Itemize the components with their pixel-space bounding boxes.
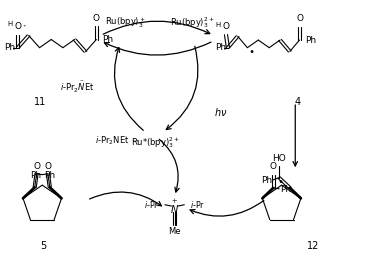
Text: Ph: Ph (280, 185, 291, 194)
Text: Ru(bpy)$_3^{2+}$: Ru(bpy)$_3^{2+}$ (170, 15, 214, 30)
Text: HO: HO (272, 154, 286, 163)
Text: O: O (14, 22, 21, 31)
Text: Ph: Ph (4, 43, 16, 52)
Text: Ru(bpy)$_3^+$: Ru(bpy)$_3^+$ (105, 16, 146, 30)
Text: H: H (216, 22, 221, 28)
Text: Ph: Ph (30, 171, 41, 180)
Text: $\bullet$: $\bullet$ (277, 175, 283, 185)
Text: 11: 11 (34, 97, 46, 107)
Text: O: O (296, 14, 303, 23)
Text: $i$-Pr$_2\ddot{N}$Et: $i$-Pr$_2\ddot{N}$Et (60, 79, 94, 95)
Text: Ph: Ph (305, 35, 316, 45)
Text: Ru*(bpy)$_3^{2+}$: Ru*(bpy)$_3^{2+}$ (131, 135, 180, 150)
Text: O: O (33, 161, 40, 170)
Text: $i$-Pr: $i$-Pr (144, 199, 159, 210)
Text: O: O (44, 161, 51, 170)
Text: Ph: Ph (261, 176, 272, 185)
Text: $i$-Pr$_2$NEt: $i$-Pr$_2$NEt (95, 135, 130, 147)
Text: $\bullet$: $\bullet$ (248, 45, 254, 55)
Text: $i$-Pr: $i$-Pr (190, 199, 205, 210)
Text: O: O (223, 22, 229, 31)
Text: H: H (8, 21, 13, 27)
Text: 4: 4 (294, 97, 300, 107)
Text: 12: 12 (307, 241, 319, 251)
Text: Ph: Ph (216, 43, 227, 52)
Text: $^+$: $^+$ (22, 24, 29, 29)
Text: Ph: Ph (102, 35, 113, 44)
Text: h$\nu$: h$\nu$ (214, 106, 227, 118)
Text: $^{++}$: $^{++}$ (131, 139, 141, 144)
Text: O: O (93, 14, 100, 23)
Text: O: O (270, 162, 277, 171)
Text: $\overset{+}{N}$: $\overset{+}{N}$ (170, 197, 179, 216)
Text: Ph: Ph (44, 171, 55, 180)
Text: 5: 5 (40, 241, 47, 251)
Text: Me: Me (168, 227, 181, 236)
